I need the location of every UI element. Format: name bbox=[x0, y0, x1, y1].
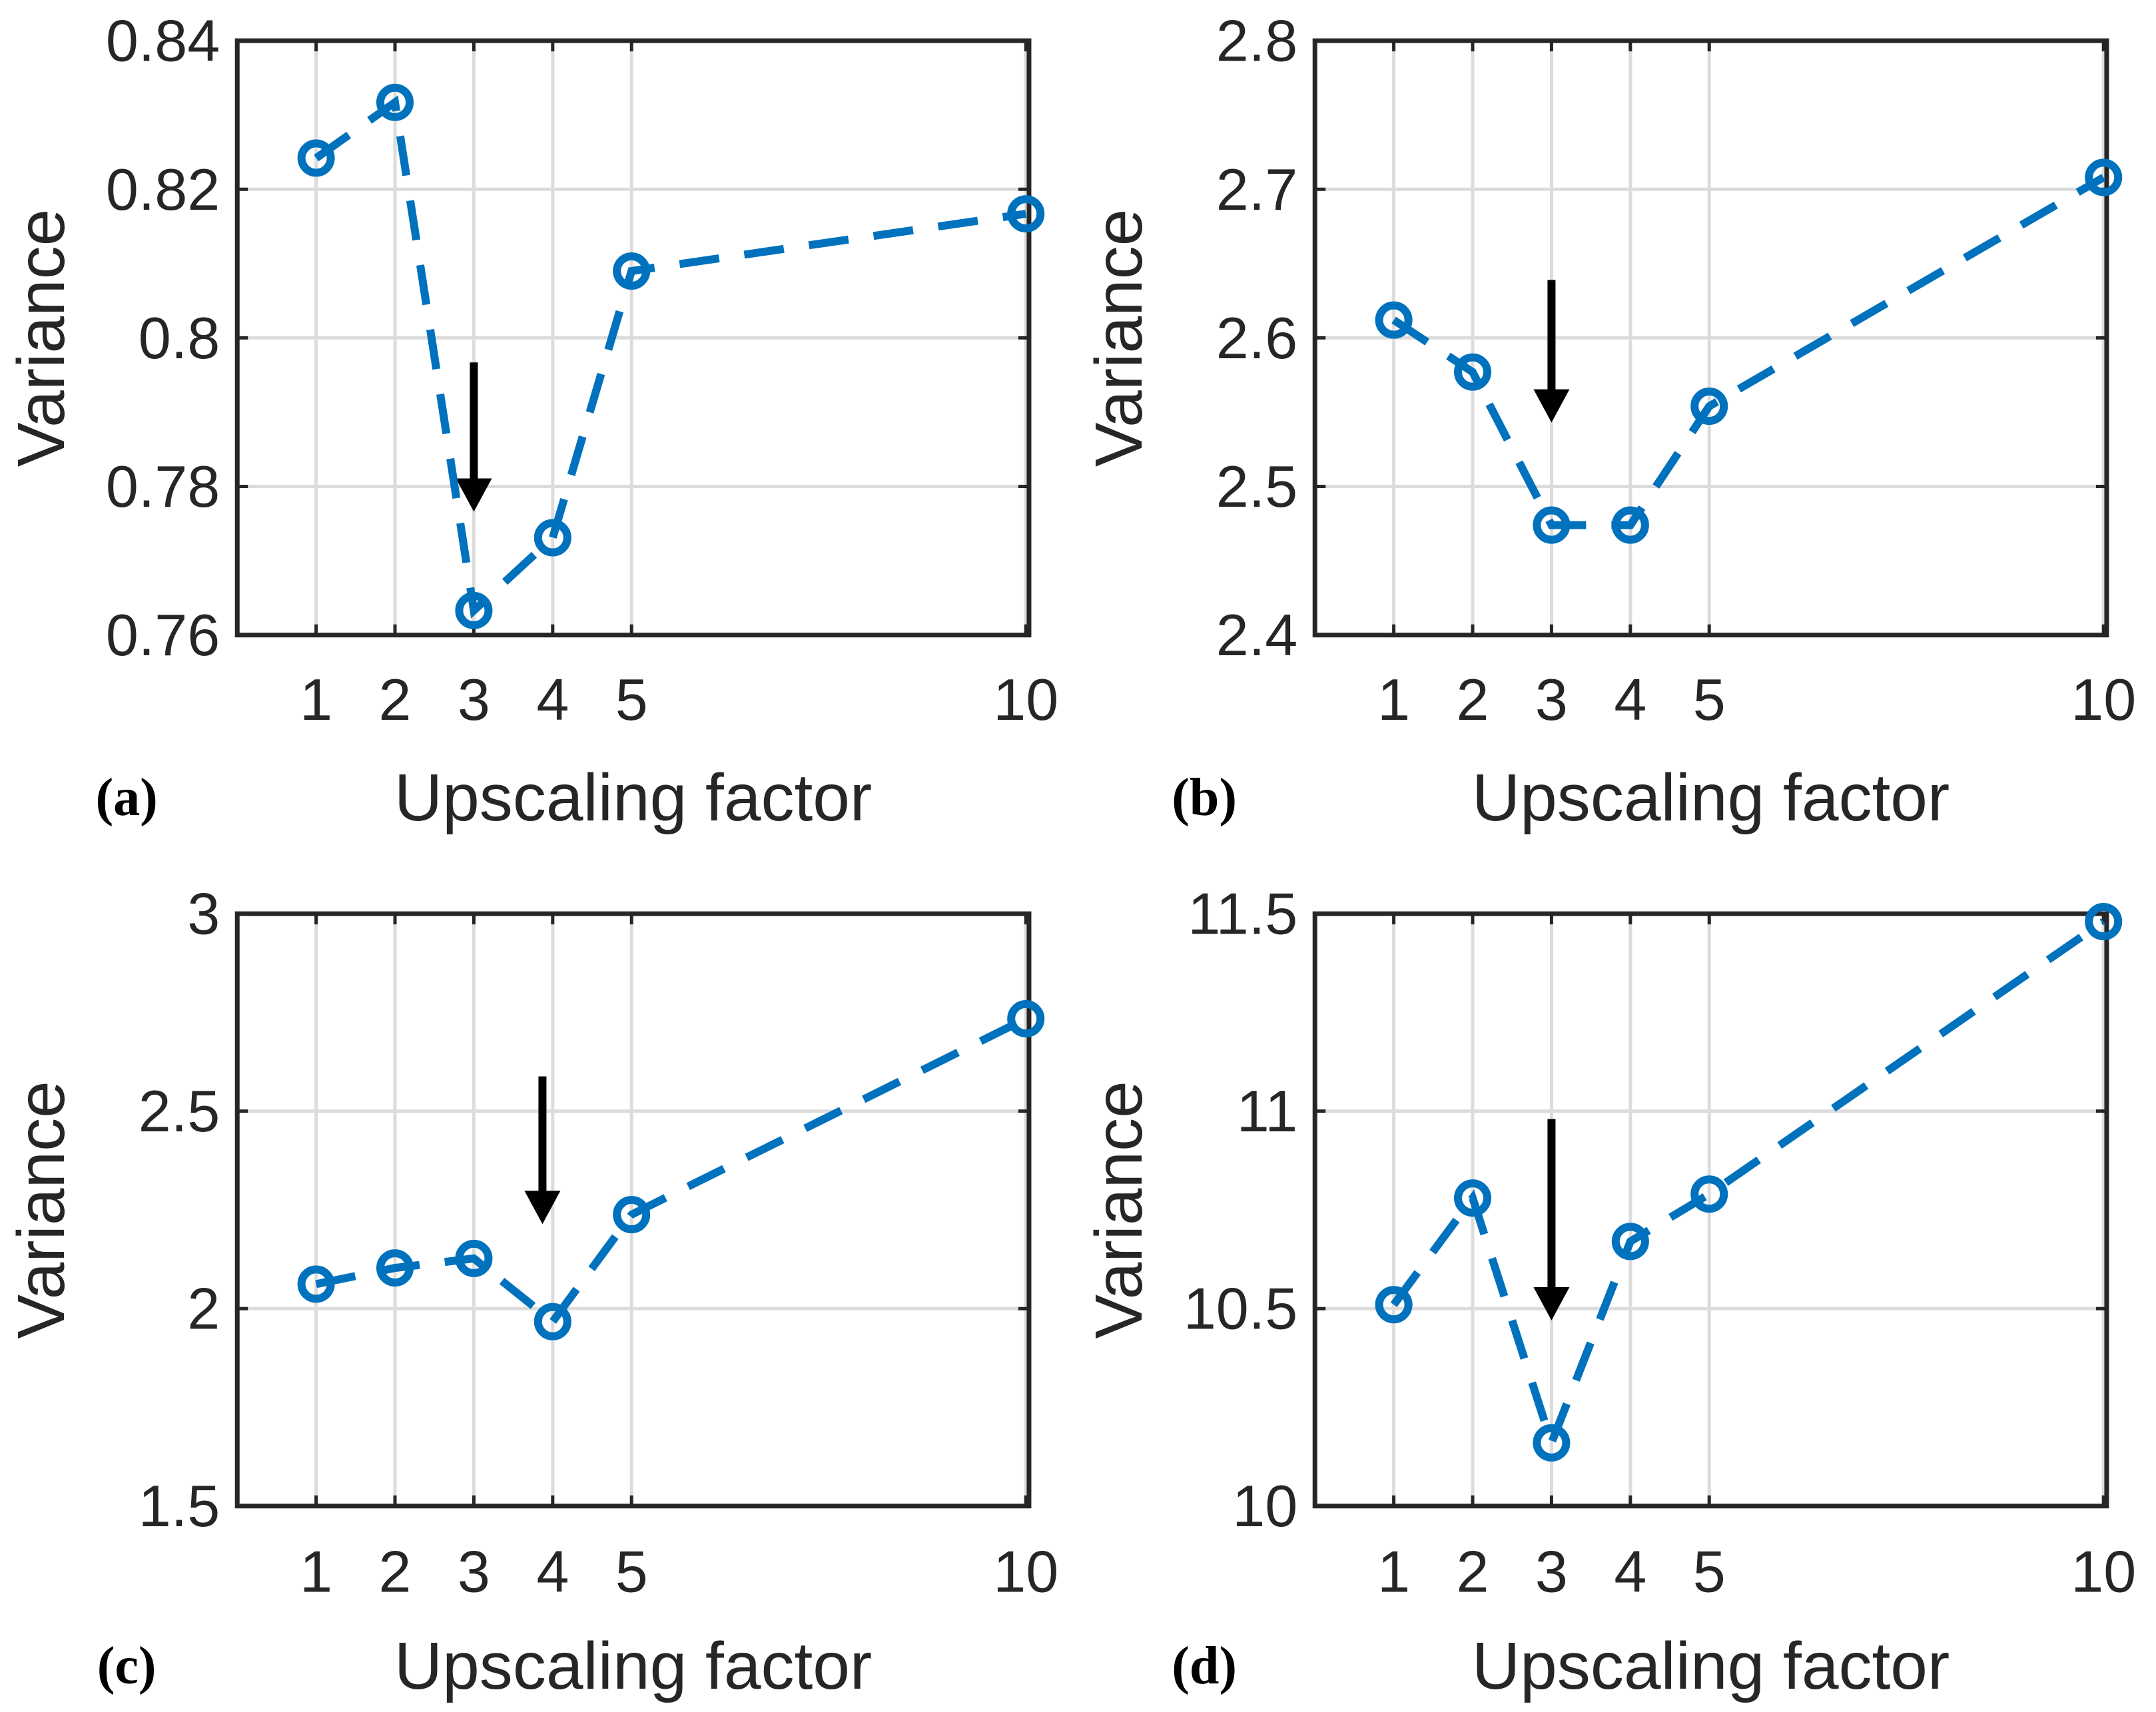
x-tick-label: 3 bbox=[1535, 667, 1568, 732]
panel-d: 1 2 3 4 5 10 10 10.5 11 11.5 Upscaling factor Varia… bbox=[1078, 856, 2156, 1712]
x-tick-label: 3 bbox=[1535, 1538, 1568, 1604]
y-axis-label: Variance bbox=[4, 209, 79, 467]
x-tick-label: 5 bbox=[1693, 667, 1726, 732]
data-point-marker bbox=[376, 83, 414, 121]
x-axis-label: Upscaling factor bbox=[394, 1629, 872, 1703]
y-tick-label: 10.5 bbox=[1184, 1276, 1297, 1342]
y-tick-label: 2.7 bbox=[1216, 156, 1297, 222]
data-point-marker bbox=[1454, 353, 1492, 391]
data-point-marker bbox=[376, 1249, 414, 1287]
data-point-marker bbox=[455, 591, 493, 629]
annotation-arrow-head bbox=[524, 1191, 561, 1225]
y-tick-label: 0.82 bbox=[106, 156, 220, 222]
y-axis-label: Variance bbox=[1082, 209, 1156, 467]
x-tick-label: 2 bbox=[1457, 1538, 1489, 1604]
panel-letter: (a) bbox=[95, 768, 157, 827]
x-tick-label: 4 bbox=[536, 1538, 569, 1604]
y-tick-label: 11 bbox=[1237, 1078, 1297, 1144]
annotation-arrow-head bbox=[456, 478, 492, 512]
data-point-marker bbox=[1611, 506, 1649, 544]
y-tick-label: 1.5 bbox=[139, 1473, 220, 1539]
x-tick-label: 3 bbox=[458, 667, 490, 732]
data-point-marker bbox=[297, 139, 335, 177]
data-point-marker bbox=[613, 1196, 651, 1234]
annotation-arrow-head bbox=[1533, 1286, 1570, 1320]
data-point-marker bbox=[1690, 1175, 1728, 1213]
x-tick-label: 4 bbox=[536, 667, 569, 732]
data-point-marker bbox=[613, 252, 651, 290]
y-tick-label: 10 bbox=[1232, 1473, 1297, 1539]
x-tick-label: 10 bbox=[2071, 1538, 2136, 1604]
x-tick-label: 5 bbox=[615, 1538, 648, 1604]
panel-b: 1 2 3 4 5 10 2.4 2.5 2.6 2.7 2.8 Upscaling factor Va… bbox=[1078, 0, 2156, 856]
data-point-marker bbox=[1533, 1424, 1571, 1462]
data-point-marker bbox=[1454, 1179, 1492, 1217]
y-axis-label: Variance bbox=[4, 1081, 79, 1338]
data-point-marker bbox=[455, 1239, 493, 1277]
y-tick-label: 2 bbox=[187, 1276, 220, 1342]
x-tick-label: 1 bbox=[300, 1538, 332, 1604]
x-tick-label: 2 bbox=[1457, 667, 1489, 732]
x-axis-label: Upscaling factor bbox=[1472, 1629, 1950, 1703]
panel-a: 1 2 3 4 5 10 0.76 0.78 0.8 0.82 0.84 Upscaling fact… bbox=[0, 0, 1078, 856]
y-tick-label: 2.8 bbox=[1216, 8, 1297, 74]
x-axis-label: Upscaling factor bbox=[394, 760, 872, 835]
x-tick-label: 5 bbox=[615, 667, 648, 732]
x-tick-label: 5 bbox=[1693, 1538, 1726, 1604]
data-point-marker bbox=[1611, 1223, 1649, 1261]
x-tick-label: 4 bbox=[1614, 667, 1646, 732]
data-point-marker bbox=[297, 1265, 335, 1303]
y-tick-label: 11.5 bbox=[1188, 881, 1297, 947]
y-tick-label: 0.8 bbox=[139, 305, 220, 371]
x-tick-label: 1 bbox=[1377, 1538, 1410, 1604]
data-line bbox=[314, 95, 1027, 619]
data-line bbox=[1390, 918, 2106, 1455]
annotation-arrow-head bbox=[1533, 389, 1570, 423]
y-tick-label: 3 bbox=[187, 881, 220, 947]
x-tick-label: 2 bbox=[379, 667, 412, 732]
panel-c: 1 2 3 4 5 10 1.5 2 2.5 3 Upscaling factor Variance(… bbox=[0, 856, 1078, 1712]
x-tick-label: 1 bbox=[300, 667, 332, 732]
y-tick-label: 2.5 bbox=[1216, 453, 1297, 519]
y-tick-label: 0.76 bbox=[106, 602, 220, 668]
chart-panel-a: 1 2 3 4 5 10 0.76 0.78 0.8 0.82 0.84 Upscaling fact… bbox=[4, 8, 1058, 835]
y-tick-label: 2.4 bbox=[1216, 602, 1297, 668]
panel-letter: (d) bbox=[1172, 1637, 1237, 1695]
data-point-marker bbox=[2085, 158, 2123, 196]
x-tick-label: 1 bbox=[1377, 667, 1410, 732]
y-tick-label: 0.78 bbox=[106, 453, 220, 519]
panel-letter: (b) bbox=[1172, 768, 1237, 827]
data-point-marker bbox=[1007, 999, 1045, 1037]
x-tick-label: 3 bbox=[458, 1538, 490, 1604]
data-line bbox=[1391, 174, 2106, 529]
x-tick-label: 10 bbox=[993, 1538, 1058, 1604]
x-axis-label: Upscaling factor bbox=[1472, 760, 1950, 835]
y-tick-label: 2.6 bbox=[1216, 305, 1297, 371]
data-point-marker bbox=[1375, 301, 1413, 339]
data-point-marker bbox=[1007, 195, 1045, 233]
data-point-marker bbox=[1690, 388, 1728, 426]
chart-panel-b: 1 2 3 4 5 10 2.4 2.5 2.6 2.7 2.8 Upscaling factor Va… bbox=[1082, 8, 2136, 835]
data-point-marker bbox=[534, 519, 571, 557]
y-axis-label: Variance bbox=[1082, 1081, 1156, 1338]
data-point-marker bbox=[2085, 903, 2123, 941]
data-point-marker bbox=[1375, 1286, 1413, 1324]
x-tick-label: 10 bbox=[2071, 667, 2136, 732]
x-tick-label: 2 bbox=[379, 1538, 412, 1604]
data-point-marker bbox=[1533, 506, 1571, 544]
data-line bbox=[315, 1015, 1028, 1328]
y-tick-label: 0.84 bbox=[106, 8, 220, 74]
chart-panel-d: 1 2 3 4 5 10 10 10.5 11 11.5 Upscaling factor Varia… bbox=[1082, 881, 2136, 1703]
x-tick-label: 4 bbox=[1614, 1538, 1646, 1604]
panel-letter: (c) bbox=[97, 1637, 157, 1695]
y-tick-label: 2.5 bbox=[139, 1078, 220, 1144]
data-point-marker bbox=[534, 1302, 571, 1340]
x-tick-label: 10 bbox=[993, 667, 1058, 732]
